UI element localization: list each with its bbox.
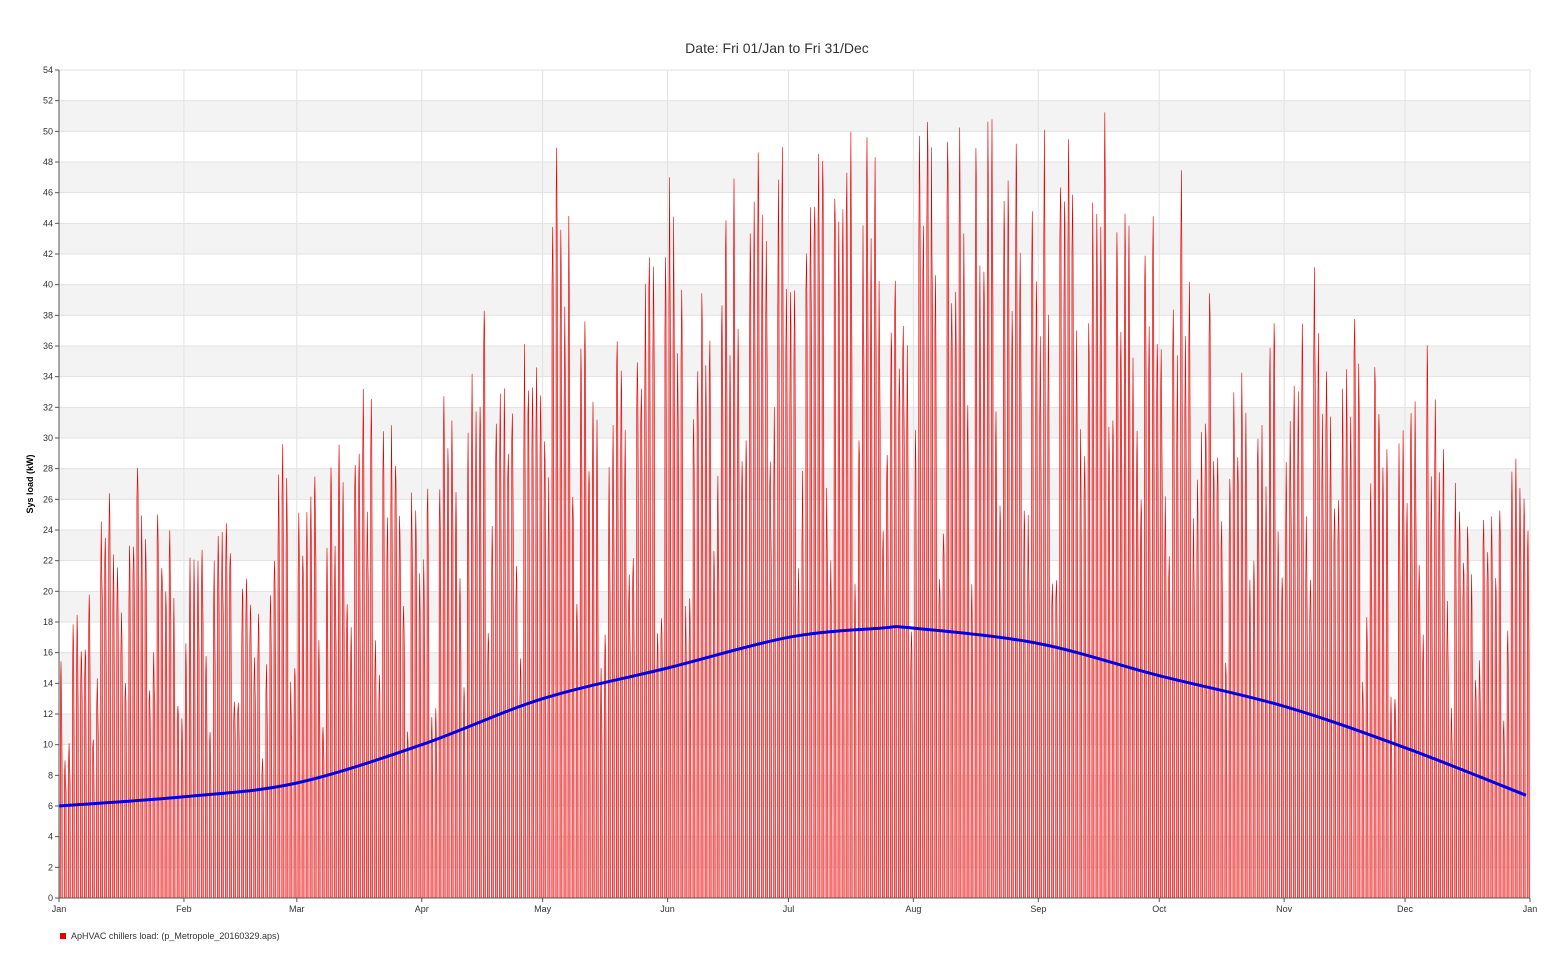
x-tick-label: Oct — [1152, 904, 1167, 914]
y-tick-label: 4 — [48, 832, 53, 842]
grid-band — [59, 100, 1530, 132]
y-tick-label: 18 — [43, 617, 53, 627]
x-tick-label: Aug — [905, 904, 921, 914]
y-tick-label: 6 — [48, 801, 53, 811]
y-tick-label: 46 — [43, 188, 53, 198]
y-tick-label: 42 — [43, 249, 53, 259]
y-tick-label: 30 — [43, 433, 53, 443]
legend-swatch — [60, 933, 66, 939]
y-tick-label: 2 — [48, 862, 53, 872]
y-tick-label: 12 — [43, 709, 53, 719]
x-tick-label: Apr — [415, 904, 429, 914]
y-tick-label: 0 — [48, 893, 53, 903]
y-tick-label: 8 — [48, 770, 53, 780]
y-axis-ticks: 0246810121416182022242628303234363840424… — [43, 65, 59, 903]
x-tick-label: Jul — [783, 904, 795, 914]
x-tick-label: Nov — [1276, 904, 1293, 914]
y-tick-label: 52 — [43, 96, 53, 106]
y-tick-label: 36 — [43, 341, 53, 351]
x-tick-label: Sep — [1030, 904, 1046, 914]
y-tick-label: 26 — [43, 494, 53, 504]
x-tick-label: Jan — [1523, 904, 1538, 914]
x-axis-ticks: Jan Feb Mar Apr May Jun Jul Aug Sep Oct Nov Dec Jan — [52, 898, 1538, 914]
y-tick-label: 48 — [43, 157, 53, 167]
y-tick-label: 14 — [43, 678, 53, 688]
y-tick-label: 16 — [43, 648, 53, 658]
chart-title: Date: Fri 01/Jan to Fri 31/Dec — [685, 40, 869, 56]
x-tick-label: Feb — [176, 904, 192, 914]
grid-band — [59, 223, 1530, 254]
x-tick-label: Dec — [1397, 904, 1414, 914]
y-axis-label: Sys load (kW) — [25, 454, 35, 513]
y-tick-label: 32 — [43, 402, 53, 412]
x-tick-label: May — [534, 904, 552, 914]
x-tick-label: Jan — [52, 904, 67, 914]
y-tick-label: 44 — [43, 218, 53, 228]
y-tick-label: 34 — [43, 372, 53, 382]
y-tick-label: 28 — [43, 464, 53, 474]
x-tick-label: Mar — [289, 904, 305, 914]
legend: ApHVAC chillers load: (p_Metropole_20160… — [60, 931, 279, 941]
y-tick-label: 38 — [43, 310, 53, 320]
y-tick-label: 10 — [43, 740, 53, 750]
y-tick-label: 50 — [43, 126, 53, 136]
y-tick-label: 54 — [43, 65, 53, 75]
x-tick-label: Jun — [660, 904, 675, 914]
vertical-gridlines — [58, 70, 1531, 898]
y-tick-label: 22 — [43, 556, 53, 566]
y-tick-label: 40 — [43, 280, 53, 290]
y-tick-label: 20 — [43, 586, 53, 596]
y-tick-label: 24 — [43, 525, 53, 535]
trend-line — [58, 625, 1527, 808]
grid-band — [59, 162, 1530, 193]
legend-label: ApHVAC chillers load: (p_Metropole_20160… — [71, 931, 280, 941]
